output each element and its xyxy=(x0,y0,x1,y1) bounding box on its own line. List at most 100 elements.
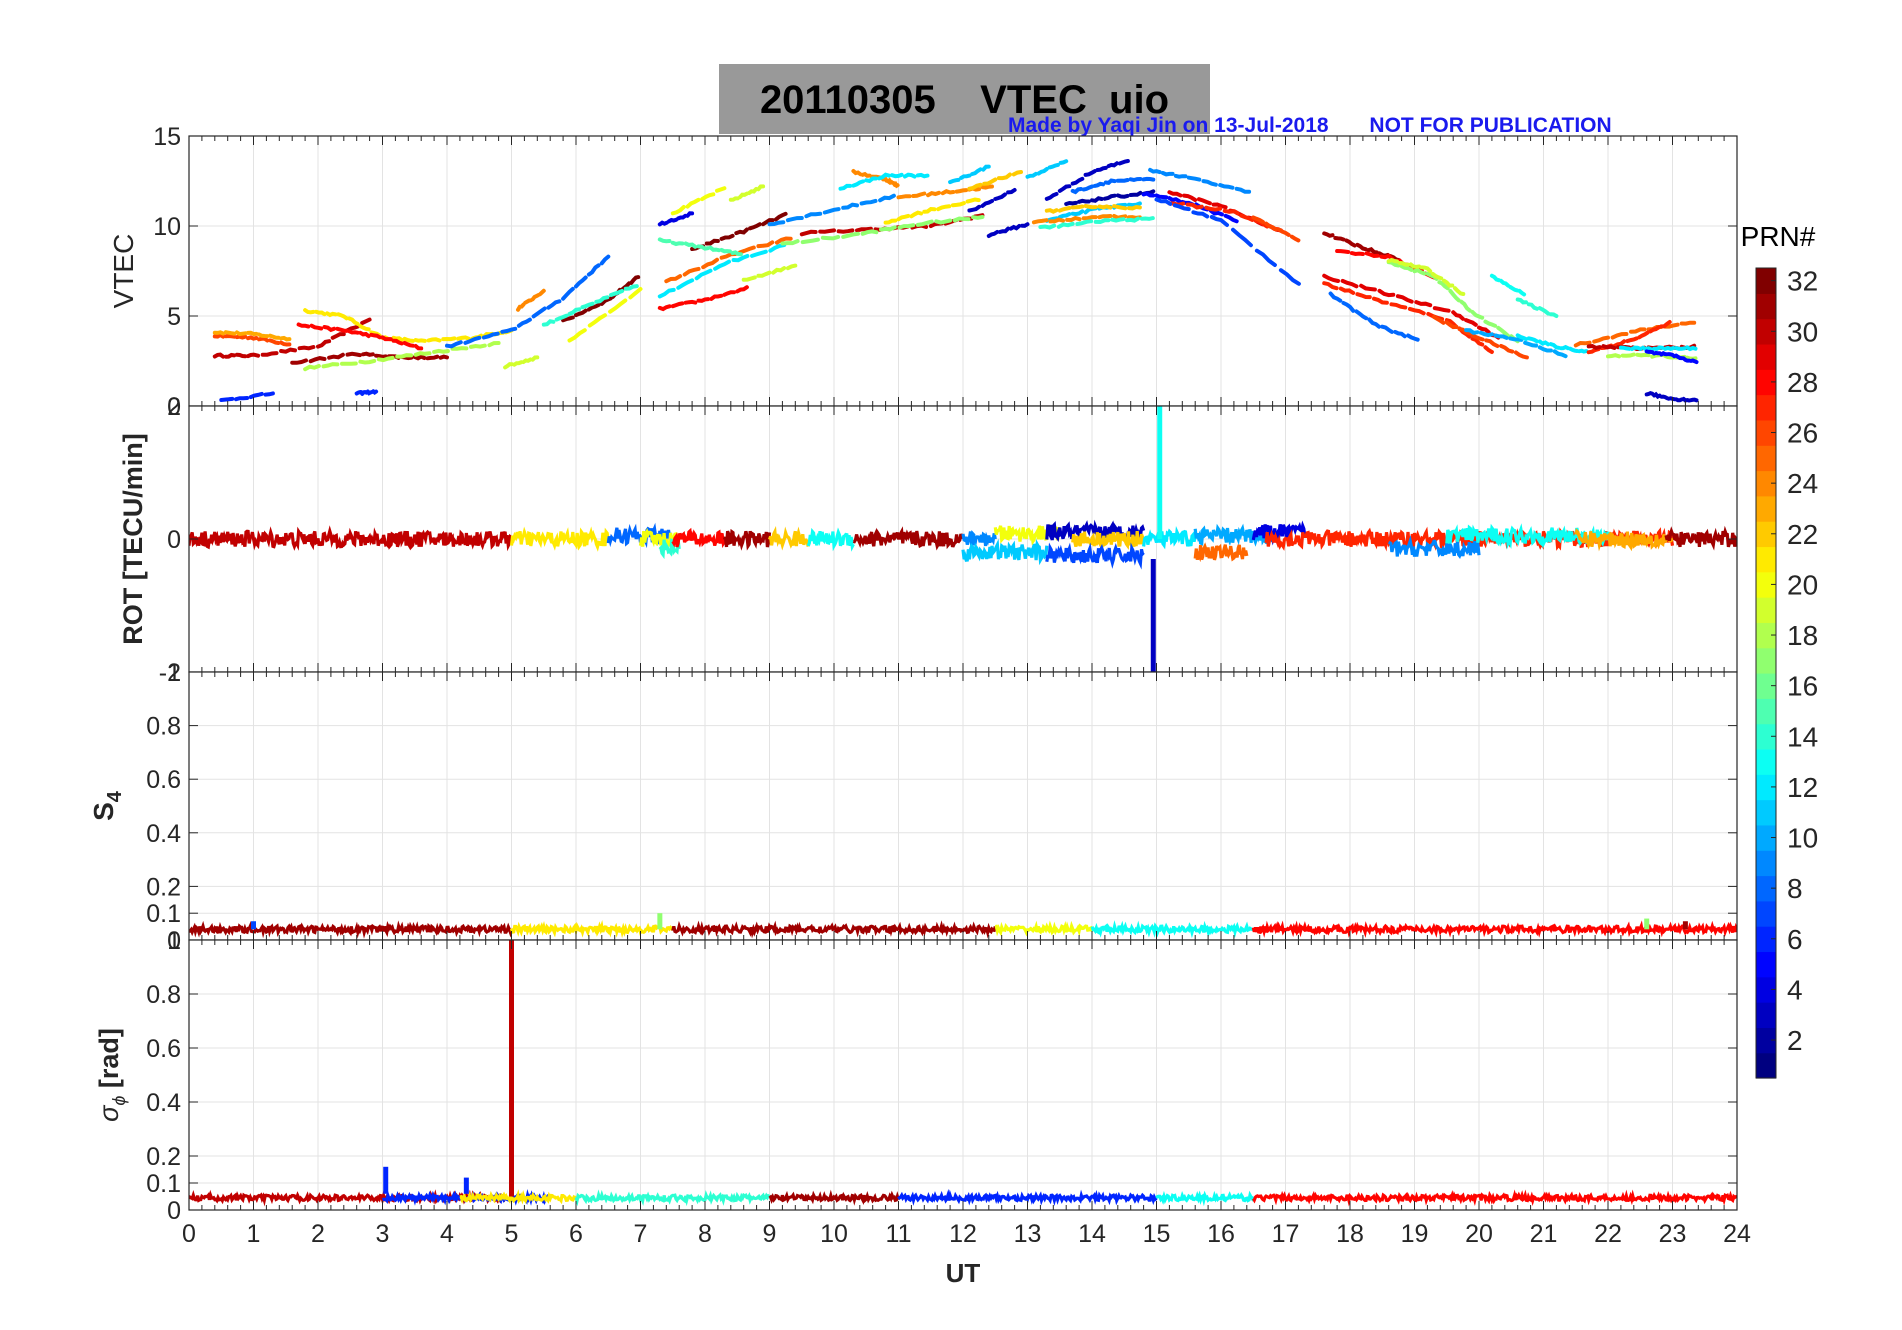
series-line-prn-2 xyxy=(1115,193,1130,199)
colorbar-tick-label: 12 xyxy=(1787,772,1818,803)
series-line-prn-32 xyxy=(586,303,601,312)
series-line-prn-17 xyxy=(897,223,916,230)
colorbar-swatch xyxy=(1756,698,1776,725)
colorbar-swatch xyxy=(1756,1027,1776,1054)
series-line-prn-19 xyxy=(503,362,514,370)
colorbar-tick-label: 6 xyxy=(1787,924,1803,955)
x-tick-label: 24 xyxy=(1723,1220,1751,1248)
colorbar-swatch xyxy=(1756,748,1776,775)
series-line-prn-24 xyxy=(530,293,541,302)
series-line-prn-11c xyxy=(1057,212,1072,220)
series-line-prn-11b xyxy=(1025,171,1038,179)
series-line-prn-6 xyxy=(263,391,275,397)
series-line-prn-8 xyxy=(586,263,601,277)
series-line-prn-9 xyxy=(804,211,823,219)
series-line-prn-9b xyxy=(1173,173,1188,179)
y-axis-label: S4 xyxy=(88,790,126,821)
series-line-prn-14b xyxy=(1075,219,1094,226)
series-line-prn-12b xyxy=(864,176,878,184)
colorbar-tick-label: 24 xyxy=(1787,468,1818,499)
series-segment-prn-28 xyxy=(1251,1189,1737,1207)
y-axis-label-unit: [rad] xyxy=(94,1028,124,1096)
series-line-prn-12d xyxy=(1663,345,1676,352)
series-line-prn-26c xyxy=(1499,343,1515,354)
y-tick-label: 0.6 xyxy=(146,1035,181,1063)
series-line-prn-7 xyxy=(1209,215,1229,227)
series-line-prn-31b xyxy=(1366,247,1379,255)
series-line-prn-25b xyxy=(1610,332,1629,340)
series-line-prn-5b xyxy=(1681,356,1692,363)
series-line-prn-22 xyxy=(967,182,983,191)
series-line-prn-31 xyxy=(327,352,345,360)
series-line-prn-21 xyxy=(441,336,457,342)
colorbar-tick-label: 32 xyxy=(1787,266,1818,297)
series-line-prn-3c xyxy=(1095,165,1108,172)
series-line-prn-28b xyxy=(735,285,749,294)
series-line-prn-31 xyxy=(361,351,375,357)
series-line-prn-26c xyxy=(1470,333,1485,342)
series-line-prn-6 xyxy=(234,396,250,402)
series-line-prn-26 xyxy=(223,333,237,339)
series-line-prn-19b xyxy=(728,196,740,202)
series-line-prn-24c xyxy=(980,184,994,190)
series-line-prn-25 xyxy=(738,245,756,255)
series-line-prn-30 xyxy=(330,332,346,340)
y-tick-label: 10 xyxy=(153,213,181,241)
series-line-prn-24d xyxy=(1112,214,1128,220)
colorbar-swatch xyxy=(1756,1002,1776,1028)
series-line-prn-10 xyxy=(1464,328,1480,335)
series-line-prn-27c xyxy=(1659,320,1672,329)
series-segment-prn-31 xyxy=(671,920,997,939)
y-axis-label-main: S xyxy=(88,802,119,821)
series-line-prn-12b xyxy=(902,172,917,179)
series-line-prn-24c xyxy=(896,194,912,200)
series-line-prn-29 xyxy=(1196,197,1212,206)
y-axis-label-sub: 4 xyxy=(104,790,126,802)
series-line-prn-31b xyxy=(1344,238,1357,248)
series-line-prn-27 xyxy=(1239,213,1255,222)
series-line-prn-5b xyxy=(1652,350,1662,356)
series-line-prn-24b xyxy=(860,171,872,178)
series-segment-prn-6 xyxy=(897,1188,1158,1207)
series-line-prn-22 xyxy=(1011,170,1023,177)
series-line-prn-9b xyxy=(1160,171,1175,177)
series-line-prn-18 xyxy=(395,353,414,359)
series-line-prn-29b xyxy=(1395,294,1414,304)
series-line-prn-8b xyxy=(1081,184,1094,192)
series-line-prn-18 xyxy=(432,348,450,354)
series-line-prn-9 xyxy=(785,216,804,223)
series-line-prn-14 xyxy=(609,289,625,297)
series-line-prn-20 xyxy=(608,298,628,314)
series-line-prn-31b xyxy=(1355,242,1368,252)
series-line-prn-15 xyxy=(730,250,743,257)
series-line-prn-4 xyxy=(685,211,695,218)
series-line-prn-3c xyxy=(1070,176,1085,186)
series-segment-prn-31 xyxy=(722,528,772,551)
y-axis-label-sub: ϕ xyxy=(109,1096,129,1106)
series-line-prn-21b xyxy=(922,206,937,214)
series-line-prn-22 xyxy=(982,177,998,186)
series-line-prn-15 xyxy=(683,241,698,249)
series-line-prn-31 xyxy=(308,356,327,364)
series-segment-prn-31 xyxy=(852,526,965,551)
series-line-prn-11 xyxy=(981,164,991,172)
series-line-prn-9b xyxy=(1234,186,1252,194)
series-line-prn-11b xyxy=(1058,159,1069,165)
series-line-prn-2 xyxy=(1077,198,1091,204)
series-line-prn-14b xyxy=(1110,217,1126,223)
series-line-prn-14c xyxy=(1537,306,1551,316)
series-line-prn-22b xyxy=(1057,206,1072,213)
series-line-prn-24d xyxy=(1048,217,1065,224)
series-line-prn-22b xyxy=(1126,204,1142,211)
series-line-prn-3b xyxy=(997,226,1011,234)
series-line-prn-21 xyxy=(413,338,427,343)
series-line-prn-26 xyxy=(268,338,281,345)
series-line-prn-5 xyxy=(1167,196,1182,204)
series-line-prn-17 xyxy=(915,219,934,227)
series-line-prn-24d xyxy=(1097,214,1113,220)
series-line-prn-8 xyxy=(445,340,463,349)
series-line-prn-24d xyxy=(1065,215,1082,223)
x-tick-label: 18 xyxy=(1336,1220,1364,1248)
x-tick-label: 4 xyxy=(440,1220,454,1248)
panel-s4: 00.10.2 0.4 0.6 0.8 1 S4 xyxy=(88,659,1738,955)
